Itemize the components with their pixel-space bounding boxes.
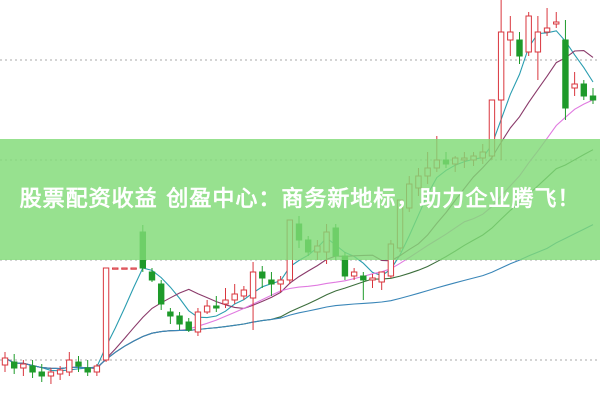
candle [112, 267, 119, 270]
candle-body [29, 365, 36, 373]
candle [580, 80, 588, 100]
candle [231, 284, 238, 304]
candle-body [20, 363, 27, 369]
candle-body [553, 21, 560, 25]
candle-body [249, 271, 257, 299]
candle [66, 352, 73, 376]
candle [157, 280, 165, 310]
candle-body [148, 271, 156, 281]
candle-body [534, 31, 542, 53]
candle-body [543, 27, 551, 33]
candle-body [378, 271, 385, 283]
candle [20, 360, 27, 376]
candle [507, 16, 514, 56]
candle-body [580, 83, 588, 97]
candle [268, 272, 275, 296]
candle-body [231, 293, 238, 301]
candle-body [75, 361, 82, 367]
candle [589, 88, 597, 104]
candle [148, 268, 156, 282]
candle [369, 274, 376, 288]
candle-body [525, 15, 532, 53]
candle-body [130, 267, 137, 270]
candle-body [213, 305, 220, 309]
candle [378, 271, 385, 290]
candle-body [112, 267, 119, 270]
candle [571, 72, 578, 96]
candle [360, 272, 367, 300]
candle [240, 286, 248, 300]
candle-body [562, 39, 569, 109]
candle [534, 16, 542, 80]
candle-body [350, 271, 358, 277]
candle [185, 318, 192, 332]
candle [84, 360, 91, 376]
banner-title: 股票配资收益 创盈中心：商务新地标，助力企业腾飞！ [19, 186, 581, 212]
candle-body [93, 365, 101, 373]
candle [213, 296, 220, 312]
candle-body [121, 267, 128, 270]
candle [102, 267, 110, 362]
candle-body [167, 311, 174, 317]
candle [222, 288, 229, 308]
candle [29, 360, 36, 378]
candle-body [360, 275, 367, 281]
candle [497, 0, 505, 160]
candle [350, 268, 358, 280]
candle [176, 312, 183, 330]
candle-body [277, 279, 284, 285]
candle [56, 366, 64, 380]
candle [277, 276, 284, 292]
candle-body [84, 367, 91, 373]
candle [38, 364, 45, 382]
candle-body [176, 315, 183, 325]
candle [203, 300, 211, 314]
candle [47, 368, 55, 384]
candle-body [516, 39, 523, 57]
candle-body [268, 279, 275, 285]
candle [259, 266, 266, 288]
candle [194, 308, 202, 336]
candle-body [369, 277, 376, 281]
title-banner: 股票配资收益 创盈中心：商务新地标，助力企业腾飞！ [0, 139, 600, 260]
candle-body [589, 95, 597, 101]
candle [1, 352, 9, 372]
candle [93, 364, 101, 376]
candle-body [259, 271, 266, 279]
candle-body [203, 305, 211, 313]
candle-body [66, 359, 73, 373]
candle-body [194, 311, 202, 333]
candle [553, 12, 560, 28]
candle-body [10, 361, 18, 369]
candle [75, 356, 82, 372]
candle-body [185, 321, 192, 331]
candle-body [157, 283, 165, 305]
candle [543, 8, 551, 36]
candle [130, 267, 137, 270]
candle-body [571, 83, 578, 89]
candle [10, 354, 18, 374]
candle-body [102, 267, 110, 361]
candle-body [1, 357, 9, 366]
candle-body [38, 371, 45, 377]
candle [516, 32, 523, 64]
candle-body [222, 299, 229, 305]
candle-body [47, 371, 55, 377]
candle [121, 267, 128, 270]
ma60-line [4, 224, 594, 370]
candle-body [507, 31, 514, 41]
candle-body [497, 31, 505, 101]
candle-body [240, 289, 248, 297]
candle [525, 12, 532, 56]
candle-body [56, 369, 64, 375]
candle [249, 262, 257, 330]
candle [562, 20, 569, 120]
candle [167, 308, 174, 324]
